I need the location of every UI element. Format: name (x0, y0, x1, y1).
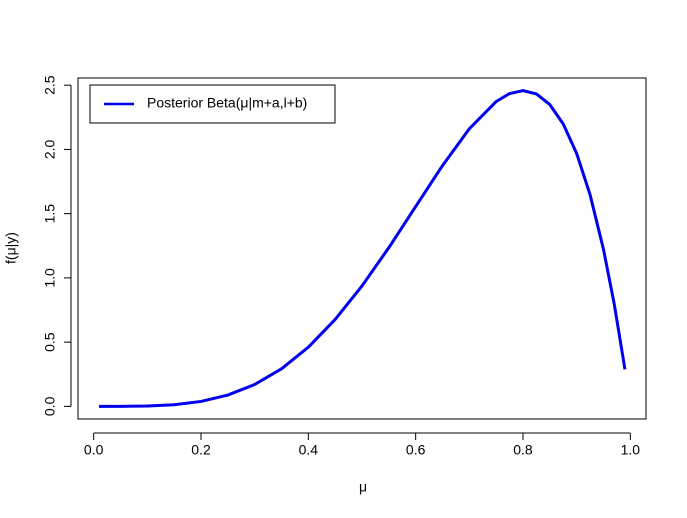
y-tick-label: 1.5 (42, 204, 58, 224)
x-tick-label: 0.6 (406, 442, 426, 458)
x-axis-label: μ (359, 479, 367, 495)
data-line (99, 89, 627, 408)
y-tick-label: 1.0 (42, 268, 58, 288)
x-tick-label: 0.8 (513, 442, 533, 458)
x-tick-label: 0.0 (84, 442, 104, 458)
y-tick-label: 0.0 (42, 396, 58, 416)
y-tick-label: 2.0 (42, 139, 58, 159)
legend-label: Posterior Beta(μ|m+a,l+b) (147, 95, 307, 111)
x-tick-label: 1.0 (621, 442, 641, 458)
y-tick-label: 2.5 (42, 75, 58, 95)
x-tick-label: 0.4 (299, 442, 319, 458)
x-tick-label: 0.2 (191, 442, 211, 458)
plot-frame (77, 77, 647, 420)
y-tick-label: 0.5 (42, 332, 58, 352)
y-axis-label: f(μ|y) (3, 232, 19, 264)
